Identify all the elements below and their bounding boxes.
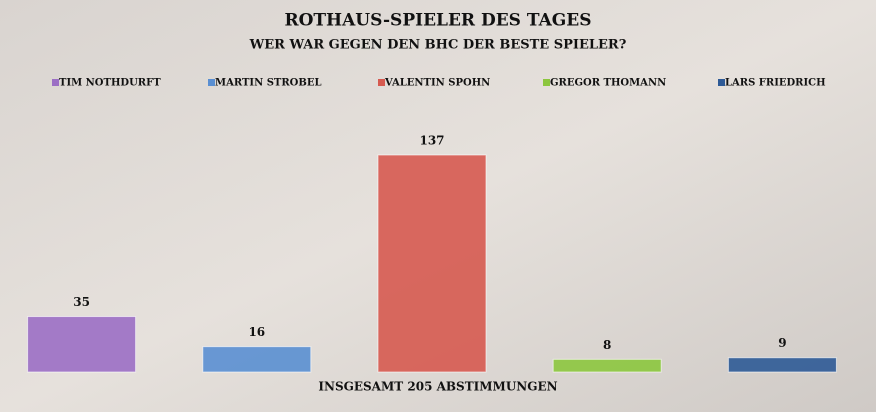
legend-label: VALENTIN SPOHN — [384, 78, 490, 89]
value-label: 9 — [778, 336, 786, 350]
bar — [27, 316, 137, 373]
value-label: 137 — [419, 134, 444, 148]
legend-marker — [52, 79, 59, 86]
legend-marker — [378, 79, 385, 86]
value-label: 8 — [603, 338, 611, 352]
legend-marker — [543, 79, 550, 86]
bar — [552, 358, 662, 373]
value-label: 35 — [73, 295, 90, 309]
bar — [727, 357, 837, 373]
legend-label: MARTIN STROBEL — [215, 78, 322, 89]
legend-marker — [208, 79, 215, 86]
footer: INSGESAMT 205 ABSTIMMUNGEN — [318, 380, 557, 394]
bar — [202, 346, 312, 373]
legend-label: GREGOR THOMANN — [550, 78, 666, 89]
value-label: 16 — [248, 325, 265, 339]
chart-subtitle: WER WAR GEGEN DEN BHC DER BESTE SPIELER? — [249, 38, 627, 53]
bar — [377, 154, 487, 373]
legend-label: LARS FRIEDRICH — [725, 78, 826, 89]
chart-title: ROTHAUS-SPIELER DES TAGES — [284, 11, 591, 31]
legend-marker — [718, 79, 725, 86]
legend-label: TIM NOTHDURFT — [59, 78, 161, 89]
